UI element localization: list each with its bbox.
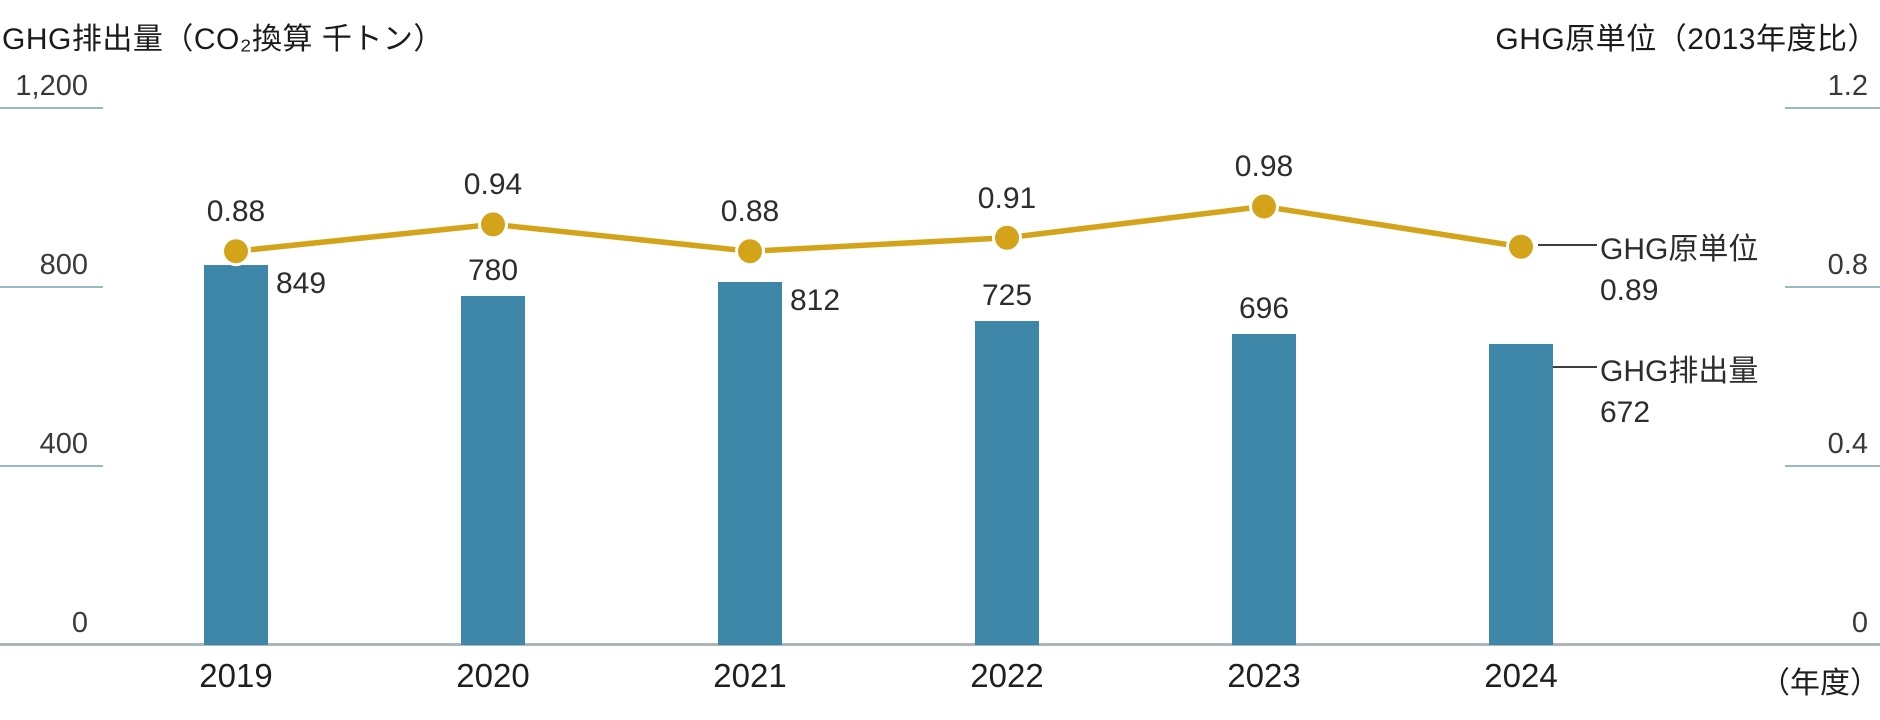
bar-series-legend-value: 672 (1600, 396, 1651, 429)
x-axis-unit-label: （年度） (1760, 667, 1880, 700)
x-axis-baseline (0, 643, 1880, 646)
right-axis-tick-label: 0.4 (1827, 428, 1868, 460)
line-series-legend-value: 0.89 (1600, 274, 1659, 307)
bar-value-label: 812 (790, 283, 841, 317)
right-axis-tick-line (1785, 286, 1880, 288)
bar-value-label: 696 (1238, 291, 1290, 325)
left-axis-tick-label: 400 (39, 428, 88, 460)
ghg-emissions-bar (204, 265, 268, 645)
line-value-label: 0.88 (720, 195, 780, 229)
right-axis-tick-line (1785, 465, 1880, 467)
bar-value-label: 725 (981, 278, 1033, 312)
x-axis-category-label: 2024 (1484, 657, 1558, 694)
right-axis-tick-line (1785, 107, 1880, 109)
line-point-marker (478, 209, 508, 240)
line-point-marker (221, 236, 251, 267)
right-axis-tick-label: 0.8 (1827, 249, 1868, 281)
x-axis-category-label: 2020 (456, 657, 530, 694)
ghg-emissions-bar (1489, 344, 1553, 645)
left-axis-tick-line (0, 286, 103, 288)
line-point-marker (1506, 231, 1536, 262)
line-value-label: 0.91 (977, 181, 1037, 215)
line-value-label: 0.88 (206, 195, 266, 229)
left-axis-tick-label: 1,200 (15, 70, 88, 102)
line-series-legend-label: GHG原単位 (1600, 233, 1759, 266)
left-axis-title: GHG排出量（CO₂換算 千トン） (2, 23, 444, 56)
right-axis-tick-label: 1.2 (1827, 70, 1868, 102)
bar-value-label: 780 (467, 253, 519, 287)
left-axis-tick-line (0, 465, 103, 467)
right-axis-title: GHG原単位（2013年度比） (1495, 23, 1878, 56)
left-axis-tick-label: 0 (71, 607, 88, 639)
line-value-label: 0.94 (463, 168, 523, 202)
bar-series-legend-label: GHG排出量 (1600, 355, 1759, 388)
ghg-emissions-bar (975, 320, 1039, 645)
line-value-label: 0.98 (1234, 150, 1294, 184)
bar-series-legend: GHG排出量 672 (1600, 351, 1758, 433)
bar-legend-leader (1553, 366, 1597, 368)
line-point-marker (992, 222, 1022, 253)
right-axis-tick-label: 0 (1851, 607, 1868, 639)
left-axis-tick-label: 800 (39, 249, 88, 281)
line-point-marker (1249, 191, 1279, 222)
line-legend-leader (1538, 244, 1597, 246)
line-series-legend: GHG原単位 0.89 (1600, 229, 1758, 311)
line-path (235, 203, 1522, 254)
x-axis-category-label: 2022 (970, 657, 1044, 694)
left-axis-tick-line (0, 107, 103, 109)
ghg-emissions-bar (461, 295, 525, 645)
line-point-marker (735, 236, 765, 267)
x-axis-category-label: 2019 (199, 657, 273, 694)
x-axis-category-label: 2021 (713, 657, 787, 694)
x-axis-category-label: 2023 (1227, 657, 1301, 694)
ghg-emissions-bar (1232, 333, 1296, 645)
ghg-emissions-bar (718, 281, 782, 645)
bar-value-label: 849 (276, 267, 327, 301)
